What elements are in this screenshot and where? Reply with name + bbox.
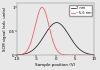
~5-6 nm <box>46 17 47 18</box>
Legend: 2 nm, ~5-6 nm: 2 nm, ~5-6 nm <box>70 5 92 16</box>
Line: 2 nm: 2 nm <box>9 23 100 55</box>
~5-6 nm <box>82 55 84 56</box>
2 nm <box>18 54 19 55</box>
~5-6 nm <box>18 54 19 55</box>
2 nm <box>56 22 57 23</box>
2 nm <box>46 31 47 32</box>
~5-6 nm <box>42 7 43 8</box>
2 nm <box>82 51 84 52</box>
Line: ~5-6 nm: ~5-6 nm <box>9 7 100 55</box>
~5-6 nm <box>81 55 82 56</box>
Y-axis label: SCM signal (arb. units): SCM signal (arb. units) <box>4 7 8 51</box>
X-axis label: Sample position (V): Sample position (V) <box>35 63 76 66</box>
2 nm <box>72 41 74 42</box>
~5-6 nm <box>50 30 51 31</box>
2 nm <box>81 50 82 51</box>
